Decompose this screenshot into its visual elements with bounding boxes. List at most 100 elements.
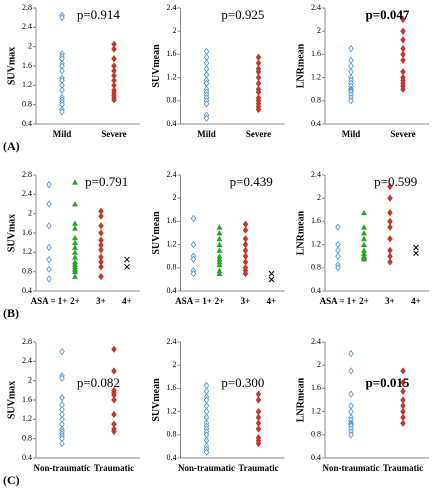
- y-tick-label: 1.2: [22, 247, 32, 256]
- point: [255, 425, 262, 433]
- point: [348, 349, 354, 358]
- point: [216, 259, 223, 265]
- y-tick-label: 1.2: [311, 406, 321, 415]
- point: [400, 56, 406, 64]
- point: [216, 247, 223, 253]
- p-value: p=0.047: [365, 7, 409, 22]
- y-tick-label: 2: [173, 26, 177, 35]
- point: [255, 59, 262, 67]
- p-value: p=0.300: [221, 375, 264, 390]
- point: [255, 105, 262, 114]
- x-tick-label: Non-traumatic: [34, 463, 91, 473]
- y-tick-label: 2: [173, 360, 177, 369]
- point: [98, 212, 104, 220]
- p-value: p=0.791: [85, 174, 128, 189]
- point: [361, 235, 367, 242]
- y-axis-label: LNRmean: [295, 210, 306, 255]
- point: [46, 222, 52, 230]
- y-tick-label: 0.4: [311, 119, 321, 128]
- y-axis-label: SUVmean: [151, 378, 162, 422]
- x-tick-label: Traumatic: [383, 463, 423, 473]
- panel-label: (B): [3, 306, 19, 320]
- y-tick-label: 0.8: [167, 263, 177, 272]
- x-tick-label: 3+: [241, 296, 251, 306]
- point: [348, 62, 354, 70]
- point: [98, 263, 104, 271]
- y-tick-label: 0.8: [22, 99, 32, 108]
- point: [335, 252, 341, 260]
- point: [59, 67, 65, 75]
- x-tick-label: Severe: [390, 129, 415, 139]
- point: [387, 209, 393, 217]
- point: [387, 182, 393, 191]
- point: [400, 419, 406, 427]
- point: [242, 220, 249, 228]
- y-tick-label: 1.6: [22, 395, 32, 404]
- y-tick-label: 0.4: [167, 119, 177, 128]
- y-tick-label: 2.4: [311, 170, 321, 179]
- y-axis-label: LNRmean: [295, 43, 306, 88]
- point: [72, 179, 78, 185]
- x-tick-label: Severe: [246, 129, 271, 139]
- y-tick-label: 0.4: [167, 286, 177, 295]
- y-axis-label: SUVmax: [6, 381, 17, 419]
- point: [111, 410, 117, 419]
- point: [242, 269, 249, 278]
- x-tick-label: ASA = 1+: [320, 296, 357, 306]
- y-tick-label: 1.2: [22, 80, 32, 89]
- y-tick-label: 1.6: [167, 49, 177, 58]
- point: [348, 407, 354, 416]
- point: [400, 378, 406, 387]
- p-value: p=0.015: [365, 375, 409, 390]
- point: [46, 181, 52, 189]
- y-tick-label: 1.2: [311, 72, 321, 81]
- y-tick-label: 1.6: [167, 216, 177, 225]
- point: [400, 50, 406, 59]
- y-tick-label: 0.4: [22, 119, 32, 128]
- point: [361, 224, 367, 230]
- y-tick-label: 0.8: [22, 266, 32, 275]
- point: [348, 431, 354, 439]
- x-tick-label: Traumatic: [94, 463, 134, 473]
- x-tick-label: 4+: [267, 296, 277, 306]
- point: [400, 407, 406, 416]
- p-value: p=0.599: [374, 174, 417, 189]
- y-tick-label: 0.4: [22, 453, 32, 462]
- point: [72, 249, 78, 255]
- point: [348, 367, 354, 375]
- point: [387, 194, 393, 202]
- point: [216, 230, 223, 236]
- p-value: p=0.082: [77, 375, 120, 390]
- y-tick-label: 2.4: [311, 3, 321, 12]
- point: [190, 255, 197, 263]
- point: [255, 407, 262, 416]
- point: [335, 223, 341, 231]
- point: [203, 407, 210, 416]
- point: [111, 367, 117, 375]
- point: [203, 47, 210, 56]
- point: [46, 255, 52, 264]
- point: [242, 252, 249, 260]
- point: [216, 267, 223, 274]
- point: [387, 223, 393, 231]
- point: [46, 243, 52, 252]
- point: [111, 396, 117, 404]
- point: [255, 439, 262, 448]
- y-tick-label: 1.2: [22, 414, 32, 423]
- point: [98, 246, 104, 254]
- point: [242, 235, 249, 243]
- point: [216, 270, 223, 276]
- point: [361, 247, 367, 253]
- point: [59, 14, 65, 22]
- point: [242, 258, 249, 266]
- point: [46, 265, 52, 273]
- point: [361, 256, 367, 262]
- point: [59, 108, 65, 116]
- point: [72, 201, 78, 207]
- x-tick-label: Mild: [53, 129, 72, 139]
- y-tick-label: 2: [317, 26, 321, 35]
- point: [72, 244, 78, 250]
- point: [190, 269, 197, 278]
- y-tick-label: 0.8: [167, 96, 177, 105]
- point: [400, 68, 406, 76]
